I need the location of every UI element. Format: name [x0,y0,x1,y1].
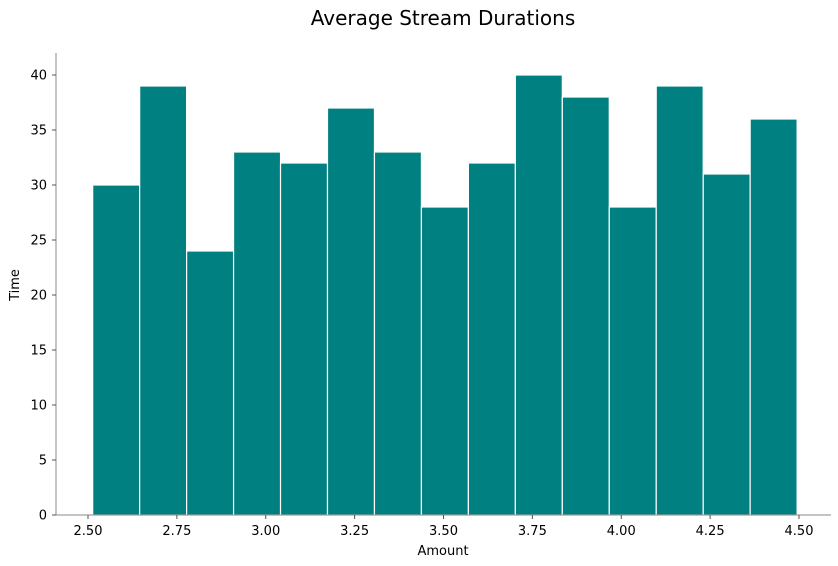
y-tick-label: 35 [30,124,47,139]
histogram-bar [326,107,376,516]
x-tick-label: 2.50 [74,524,103,539]
y-tick-label: 10 [30,399,47,414]
histogram-bar [467,162,516,516]
x-ticks-group: 2.50 2.75 3.00 3.25 3.50 3.75 4.00 4.25 4.50 [74,515,814,539]
histogram-bar [186,250,235,516]
x-tick-label: 2.75 [162,524,191,539]
histogram-bar [232,151,282,516]
x-axis-label: Amount [417,544,468,559]
y-axis-label: Time [8,269,23,302]
x-tick-label: 4.50 [785,524,814,539]
histogram-bar [420,206,469,516]
y-tick-label: 30 [30,179,47,194]
bars-group [92,74,798,516]
histogram-bar [749,118,798,516]
y-tick-label: 15 [30,344,47,359]
chart-title: Average Stream Durations [311,6,576,30]
y-tick-label: 25 [30,234,47,249]
histogram-bar [139,85,188,516]
histogram-bar [608,206,657,516]
x-tick-label: 3.75 [518,524,547,539]
histogram-bar [561,96,610,516]
histogram-bar [514,74,563,516]
x-tick-label: 3.50 [429,524,458,539]
x-tick-label: 4.25 [696,524,725,539]
y-tick-label: 0 [39,509,47,524]
x-tick-label: 4.00 [607,524,636,539]
x-tick-label: 3.00 [251,524,280,539]
y-tick-label: 20 [30,289,47,304]
histogram-bar [655,85,704,516]
y-ticks-group: 0 5 10 15 20 25 30 35 40 [30,69,56,524]
histogram-bar [92,184,141,516]
histogram-bar [702,173,751,516]
histogram-bar [279,162,329,516]
histogram-bar [373,151,423,516]
y-tick-label: 40 [30,69,47,84]
x-tick-label: 3.25 [340,524,369,539]
y-tick-label: 5 [39,454,47,469]
